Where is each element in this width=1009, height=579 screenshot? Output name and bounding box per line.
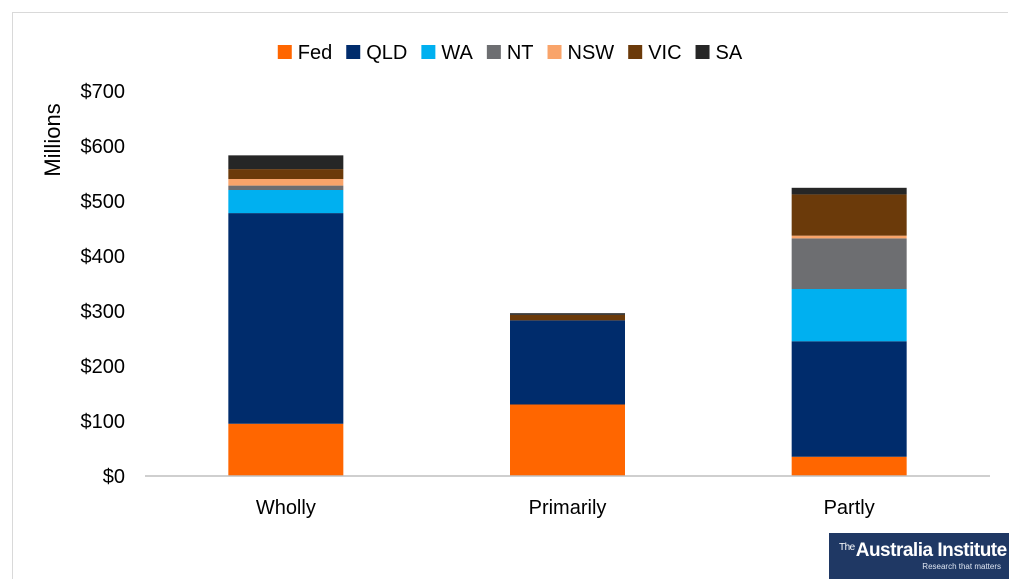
bar-partly-sa <box>791 187 907 195</box>
logo-the: The <box>839 542 855 553</box>
bar-wholly-wa <box>228 190 344 214</box>
x-tick-label: Primarily <box>529 497 607 519</box>
x-tick-label: Wholly <box>256 497 316 519</box>
legend-swatch-sa <box>695 45 710 59</box>
legend-swatch-qld <box>346 45 361 59</box>
x-tick-label: Partly <box>824 497 875 519</box>
legend-label-wa: WA <box>441 42 473 64</box>
legend-swatch-wa <box>421 45 436 59</box>
bar-wholly-nt <box>228 185 344 190</box>
y-tick-label: $700 <box>81 81 126 103</box>
x-axis-ticks: Wholly Primarily Partly <box>256 497 875 519</box>
bar-partly-wa <box>791 289 907 342</box>
bar-wholly-qld <box>228 213 344 424</box>
legend: Fed QLD WA NT NSW VIC SA <box>277 42 743 64</box>
legend-label-qld: QLD <box>366 42 407 64</box>
bar-partly-fed <box>791 456 907 476</box>
legend-label-nsw: NSW <box>568 42 615 64</box>
legend-swatch-fed <box>277 45 292 59</box>
legend-swatch-vic <box>628 45 643 59</box>
legend-label-vic: VIC <box>648 42 681 64</box>
bar-partly-vic <box>791 194 907 236</box>
bar-primarily-vic <box>510 314 625 321</box>
bar-partly-nsw <box>791 235 907 239</box>
bar-partly-qld <box>791 341 907 457</box>
australia-institute-logo: TheAustralia Institute Research that mat… <box>829 533 1009 579</box>
chart-frame <box>12 12 1008 579</box>
legend-label-fed: Fed <box>298 42 332 64</box>
logo-name: Australia Institute <box>855 540 1007 561</box>
logo-tagline: Research that matters <box>922 562 1001 571</box>
y-tick-label: $0 <box>103 466 125 488</box>
legend-label-nt: NT <box>507 42 534 64</box>
y-tick-label: $500 <box>81 191 126 213</box>
legend-swatch-nsw <box>547 45 562 59</box>
legend-label-sa: SA <box>716 42 743 64</box>
y-tick-label: $200 <box>81 356 126 378</box>
bar-wholly-nsw <box>228 179 344 186</box>
y-axis-label: Millions <box>40 103 65 176</box>
bar-partly-nt <box>791 238 907 289</box>
bar-primarily-fed <box>510 404 625 476</box>
bar-wholly-fed <box>228 423 344 476</box>
y-tick-label: $300 <box>81 301 126 323</box>
y-tick-label: $400 <box>81 246 126 268</box>
bars <box>228 155 907 476</box>
bar-wholly-vic <box>228 169 344 179</box>
bar-wholly-sa <box>228 155 344 170</box>
y-tick-label: $600 <box>81 136 126 158</box>
legend-swatch-nt <box>486 45 501 59</box>
bar-primarily-sa <box>510 313 625 315</box>
y-tick-label: $100 <box>81 411 126 433</box>
bar-primarily-qld <box>510 320 625 405</box>
y-axis-ticks: $0 $100 $200 $300 $400 $500 $600 $700 <box>81 81 126 488</box>
